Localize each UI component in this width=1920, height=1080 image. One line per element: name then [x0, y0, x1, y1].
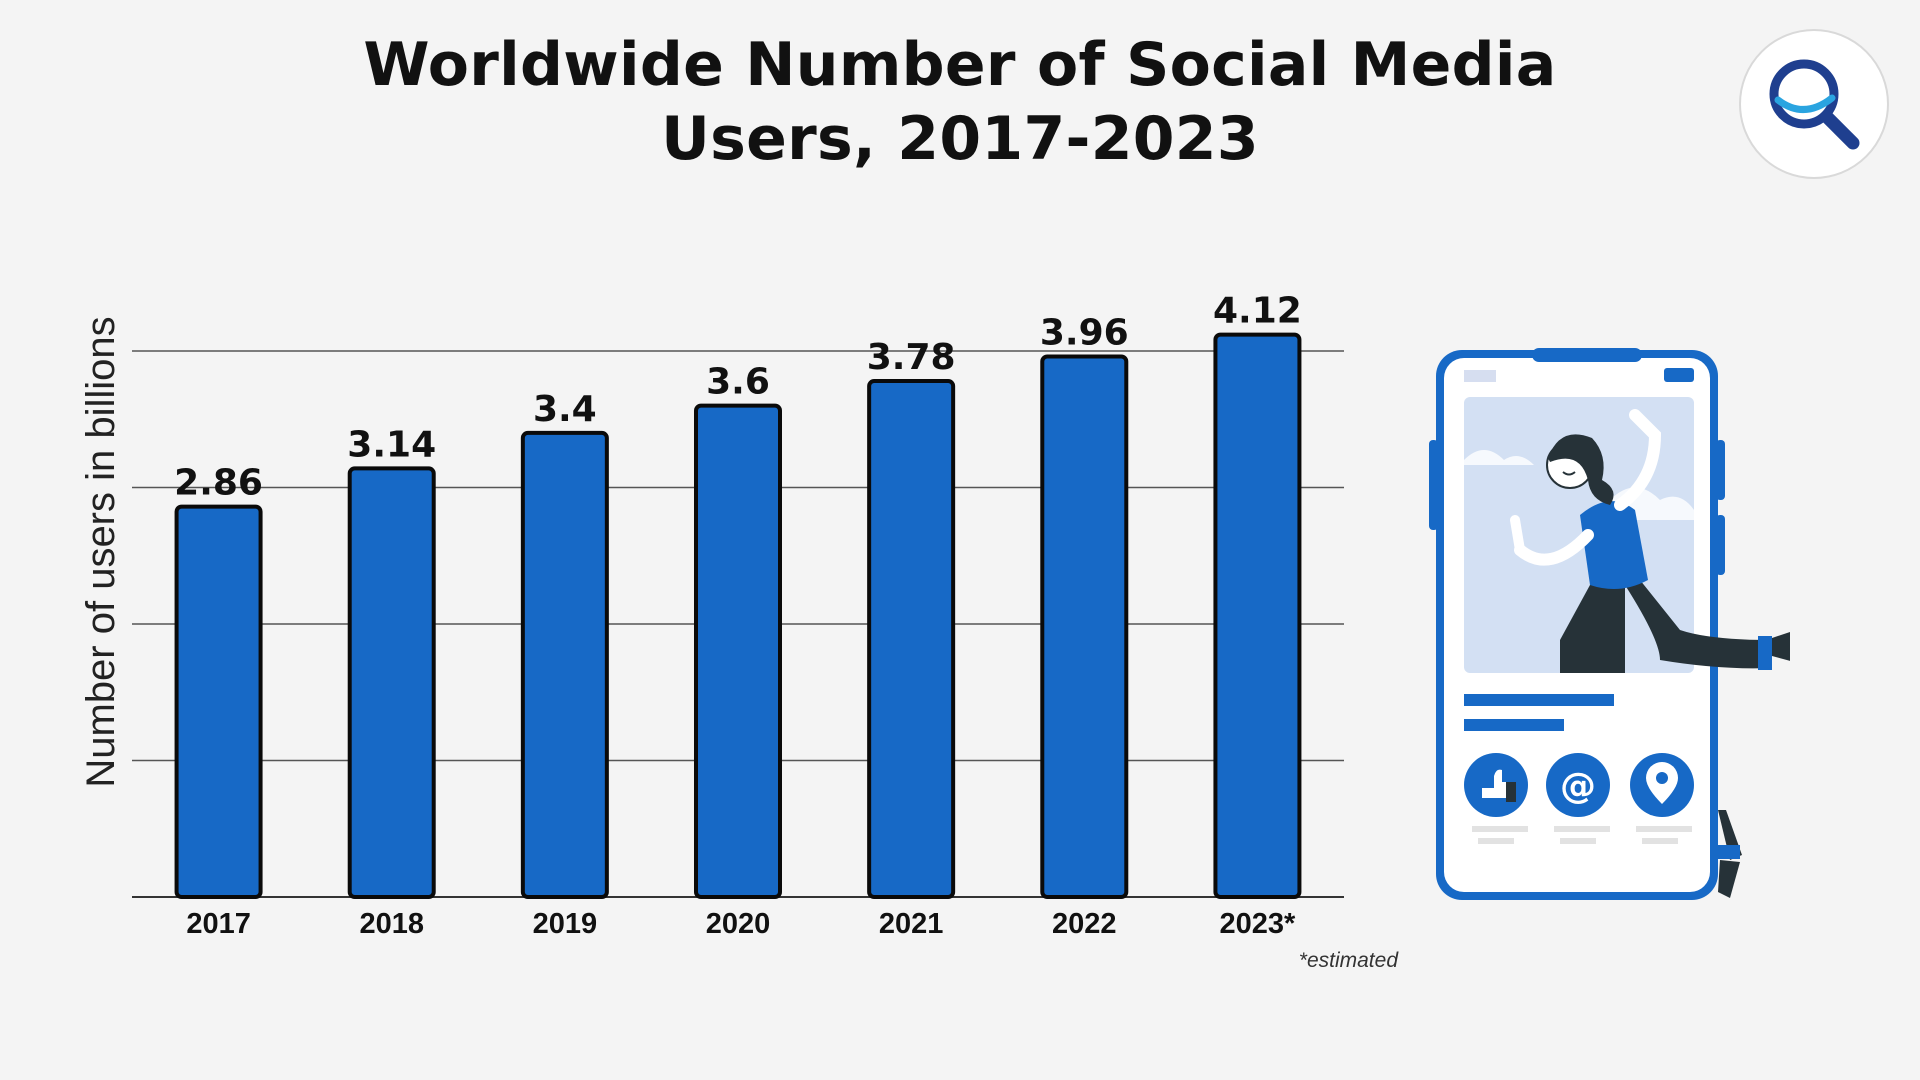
- bar-2021: [867, 379, 956, 899]
- x-tick-labels: 2017 2018 2019 2020 2021 2022 2023*: [186, 908, 1296, 940]
- data-label: 3.14: [347, 424, 436, 465]
- x-tick-label: 2023*: [1220, 908, 1297, 940]
- data-labels: 2.86 3.14 3.4 3.6 3.78 3.96 4.12: [174, 291, 1302, 504]
- x-tick-label: 2019: [533, 908, 598, 940]
- chart-title: Worldwide Number of Social Media Users, …: [300, 28, 1620, 176]
- magnifier-icon: [1739, 29, 1889, 179]
- bar-2017: [174, 504, 263, 899]
- bar-2019: [520, 430, 609, 899]
- x-tick-label: 2020: [706, 908, 771, 940]
- svg-text:@: @: [1560, 766, 1596, 807]
- data-label: 3.4: [533, 389, 597, 430]
- x-tick-label: 2021: [879, 908, 944, 940]
- bar-2022: [1040, 354, 1129, 899]
- data-label: 3.78: [867, 337, 956, 378]
- data-label: 4.12: [1213, 291, 1302, 332]
- footnote-estimated: *estimated: [1299, 949, 1400, 972]
- x-tick-label: 2017: [186, 908, 251, 940]
- title-line-1: Worldwide Number of Social Media: [363, 30, 1557, 100]
- data-label: 2.86: [174, 463, 263, 504]
- data-label: 3.96: [1040, 312, 1129, 353]
- title-line-2: Users, 2017-2023: [661, 104, 1259, 174]
- y-axis-label: Number of users in billions: [79, 316, 123, 787]
- bar-2020: [694, 403, 782, 899]
- data-label: 3.6: [706, 362, 770, 403]
- bars: [174, 332, 1302, 899]
- x-tick-label: 2018: [359, 908, 424, 940]
- bar-2023: [1213, 332, 1302, 899]
- x-tick-label: 2022: [1052, 908, 1117, 940]
- phone-social-media-illustration: @: [1429, 348, 1790, 900]
- bar-2018: [347, 466, 436, 899]
